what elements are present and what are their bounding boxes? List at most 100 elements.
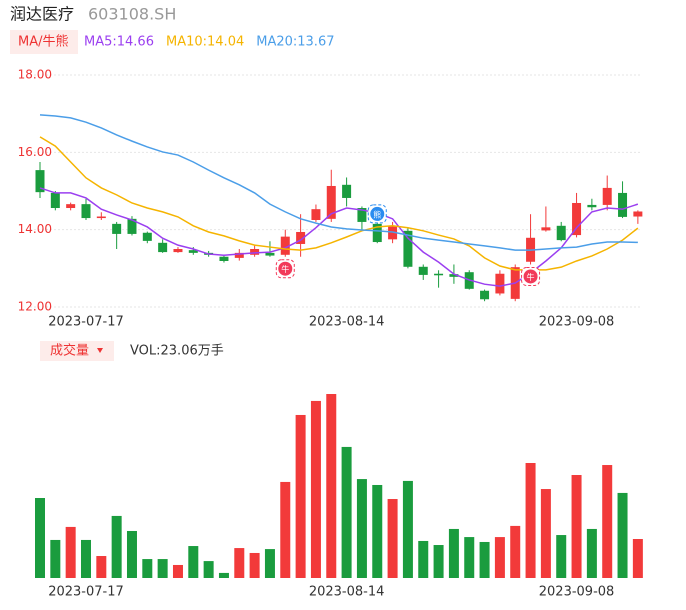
volume-bar <box>234 548 245 578</box>
x-tick-label: 2023-08-14 <box>309 315 385 330</box>
candle-body <box>602 187 612 205</box>
volume-bar <box>617 492 628 578</box>
y-tick-label: 12.00 <box>18 300 52 314</box>
candle-body <box>495 273 505 294</box>
volume-bar <box>326 394 337 578</box>
candle-body <box>81 204 91 219</box>
volume-bar <box>188 546 199 578</box>
candle-body <box>357 208 367 222</box>
stock-name: 润达医疗 <box>10 5 74 24</box>
candle-body <box>556 225 566 241</box>
x-tick-label: 2023-07-17 <box>48 315 124 330</box>
legend-entry: MA20:13.67 <box>256 35 334 50</box>
candle-body <box>50 192 60 209</box>
vol-label: VOL:23.06万手 <box>130 344 224 359</box>
candle-body <box>35 170 45 193</box>
x-tick-label: 2023-09-08 <box>539 585 615 600</box>
candle-body <box>541 227 551 231</box>
volume-bar <box>295 414 306 578</box>
candle-body <box>418 266 428 275</box>
candle-body <box>311 209 321 220</box>
candle-body <box>403 230 413 267</box>
volume-bar <box>372 484 383 578</box>
volume-bar <box>203 561 214 578</box>
signal-label: 牛 <box>527 272 535 282</box>
candle-body <box>388 226 398 240</box>
candle-body <box>372 223 382 243</box>
vol-tab-bg[interactable] <box>40 341 114 361</box>
volume-bar <box>310 400 321 578</box>
volume-bar <box>556 535 567 578</box>
volume-bar <box>540 489 551 578</box>
volume-bar <box>96 556 107 578</box>
volume-bar <box>142 559 153 578</box>
candle-body <box>618 192 628 217</box>
volume-bar <box>494 537 505 578</box>
dropdown-arrow <box>97 348 103 353</box>
volume-bar <box>157 559 168 578</box>
candle-body <box>173 249 183 253</box>
volume-bar <box>525 463 536 578</box>
volume-bar <box>65 526 76 578</box>
candle-body <box>326 185 336 219</box>
volume-bar <box>172 564 183 578</box>
candle-body <box>265 252 275 256</box>
signal-icon <box>523 269 538 284</box>
volume-bar <box>264 549 275 578</box>
candle-body <box>633 211 643 217</box>
legend-entry: MA10:14.04 <box>166 35 244 50</box>
signal-icon <box>370 206 385 221</box>
candle-body <box>250 249 260 255</box>
volume-bar <box>479 541 490 578</box>
candle-body <box>112 223 122 234</box>
volume-bar <box>418 540 429 578</box>
x-tick-label: 2023-08-14 <box>309 585 385 600</box>
volume-bar <box>387 499 398 578</box>
volume-bar <box>402 480 413 578</box>
volume-bar <box>111 515 122 578</box>
candle-body <box>234 252 244 258</box>
candle-body <box>219 256 229 261</box>
candle-body <box>127 218 137 234</box>
volume-bar <box>448 528 459 578</box>
volume-bar <box>586 528 597 578</box>
x-tick-label: 2023-07-17 <box>48 585 124 600</box>
ma-tab-bg[interactable] <box>10 30 78 54</box>
candle-body <box>188 250 198 253</box>
volume-bar <box>356 479 367 578</box>
signal-label: 熊 <box>373 209 381 219</box>
candle-body <box>142 232 152 241</box>
vol-tab[interactable]: 成交量 <box>50 343 89 359</box>
volume-bar <box>571 475 582 578</box>
candle-body <box>572 202 582 236</box>
candle-body <box>158 242 168 253</box>
volume-bar <box>50 539 61 578</box>
volume-bar <box>126 530 137 578</box>
volume-bar <box>249 552 260 578</box>
candle-body <box>66 204 76 209</box>
x-tick-label: 2023-09-08 <box>539 315 615 330</box>
candle-body <box>96 216 106 219</box>
y-tick-label: 18.00 <box>18 68 52 82</box>
ma-tab[interactable]: MA/牛熊 <box>18 34 69 50</box>
candle-body <box>434 273 444 276</box>
y-tick-label: 14.00 <box>18 222 52 236</box>
volume-bar <box>632 539 643 578</box>
candle-body <box>280 236 290 255</box>
volume-bar <box>280 481 291 578</box>
volume-bar <box>510 525 521 578</box>
signal-icon <box>278 261 293 276</box>
volume-bar <box>433 545 444 578</box>
candle-body <box>342 184 352 198</box>
legend-entry: MA5:14.66 <box>84 35 154 50</box>
candle-body <box>296 231 306 244</box>
signal-label: 牛 <box>281 264 289 274</box>
ma-line <box>39 136 639 271</box>
volume-bar <box>464 537 475 578</box>
volume-bar <box>35 498 45 578</box>
candle-body <box>449 274 459 277</box>
stock-code: 603108.SH <box>88 5 176 24</box>
volume-bar <box>80 539 91 578</box>
volume-bar <box>218 572 229 578</box>
